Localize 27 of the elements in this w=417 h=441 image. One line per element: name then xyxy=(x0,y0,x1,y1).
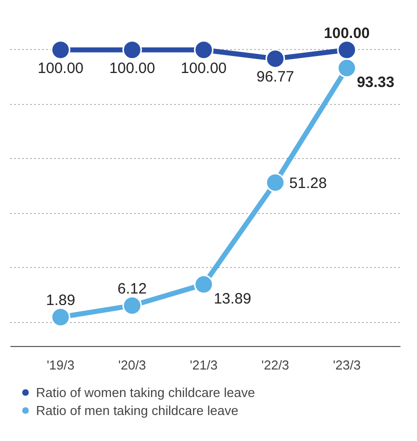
x-tick-label: '23/3 xyxy=(332,358,361,372)
data-label: 93.33 xyxy=(356,74,394,92)
data-label: 1.89 xyxy=(46,292,76,310)
x-tick-label: '21/3 xyxy=(190,358,218,372)
x-tick-label: '22/3 xyxy=(261,358,290,372)
point xyxy=(50,307,70,327)
point xyxy=(122,40,142,60)
point xyxy=(337,40,357,60)
point xyxy=(50,40,70,60)
point xyxy=(194,40,214,60)
point xyxy=(337,58,357,78)
data-label: 100.00 xyxy=(38,60,84,77)
legend-label: Ratio of men taking childcare leave xyxy=(36,402,238,419)
x-tick-label: '20/3 xyxy=(118,358,146,372)
legend-label: Ratio of women taking childcare leave xyxy=(36,384,255,401)
data-label: 100.00 xyxy=(109,60,156,77)
data-label: 100.00 xyxy=(324,24,370,42)
point xyxy=(266,172,286,192)
data-label: 96.77 xyxy=(256,68,294,86)
data-label: 6.12 xyxy=(118,280,147,298)
point xyxy=(122,296,142,316)
point xyxy=(194,274,214,294)
data-label: 100.00 xyxy=(180,60,227,77)
x-tick-label: '19/3 xyxy=(46,358,74,372)
data-label: 51.28 xyxy=(289,175,327,192)
data-label: 13.89 xyxy=(214,290,252,308)
point xyxy=(266,48,286,68)
